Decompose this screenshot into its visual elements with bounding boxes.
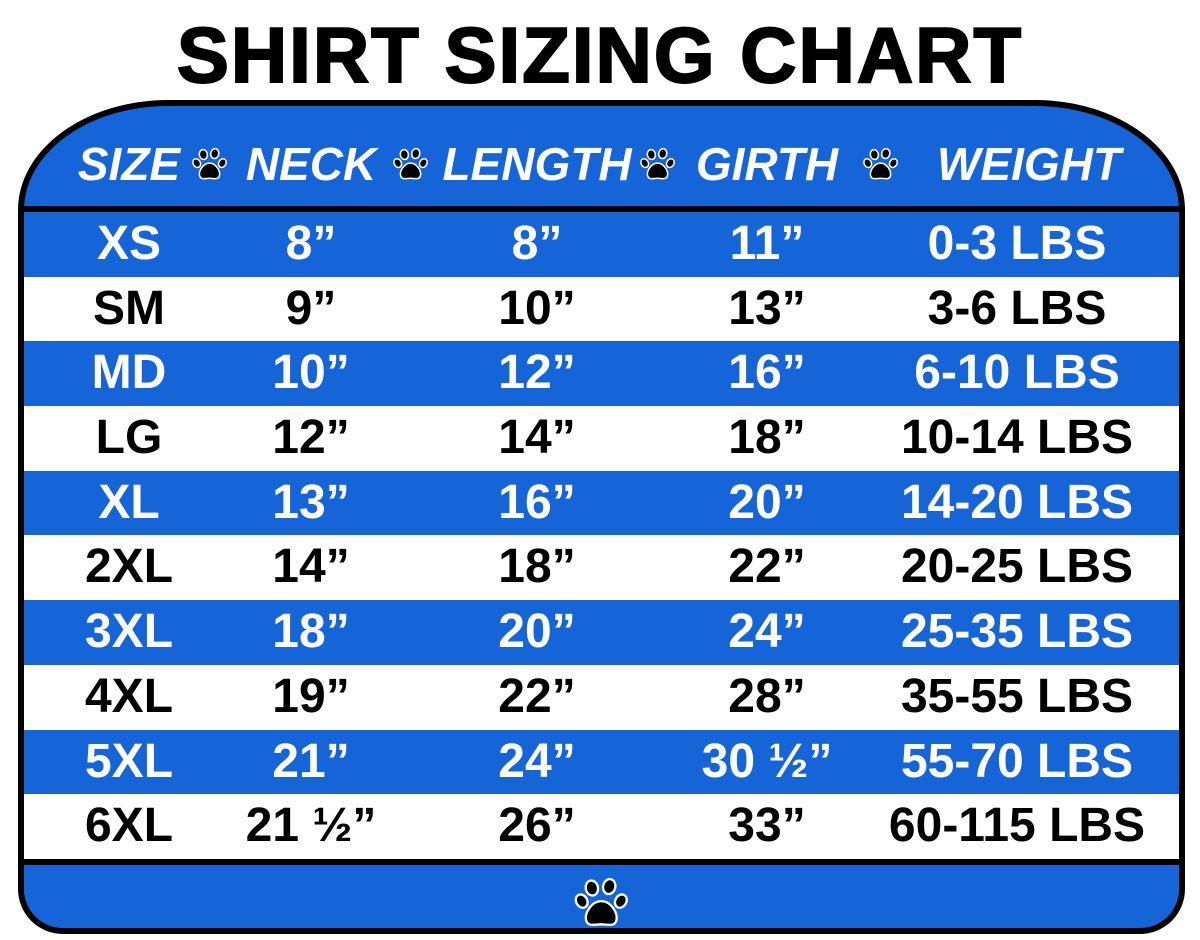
header-girth: GIRTH	[695, 138, 839, 190]
cell-size: XL	[98, 475, 160, 529]
table-header: SIZE NECK LENGTH GIRTH WEIGHT	[24, 106, 1179, 212]
cell-size: 3XL	[84, 605, 174, 659]
cell-weight: 6-10 LBS	[914, 346, 1120, 400]
cell-size: LG	[95, 411, 163, 465]
table-row: 5XL 21” 24” 30 ½” 55-70 LBS	[24, 729, 1179, 795]
paw-print-icon	[392, 147, 430, 180]
table-row: 3XL 18” 20” 24” 25-35 LBS	[24, 600, 1179, 665]
header-weight: WEIGHT	[937, 138, 1121, 190]
cell-neck: 9”	[285, 281, 337, 335]
chart-title: SHIRT SIZING CHART	[176, 10, 1024, 100]
table-row: XL 13” 16” 20” 14-20 LBS	[24, 470, 1179, 536]
cell-size: 2XL	[84, 540, 174, 594]
cell-length: 26”	[498, 799, 576, 853]
cell-neck: 10”	[272, 346, 350, 400]
cell-weight: 0-3 LBS	[927, 217, 1107, 270]
cell-girth: 13”	[728, 281, 806, 335]
cell-length: 24”	[498, 734, 576, 788]
cell-weight: 14-20 LBS	[900, 475, 1134, 529]
cell-length: 14”	[498, 411, 576, 465]
cell-size: 5XL	[84, 734, 174, 788]
table-row: XS 8” 8” 11” 0-3 LBS	[24, 212, 1179, 277]
paw-print-icon	[191, 147, 229, 180]
cell-weight: 10-14 LBS	[900, 411, 1134, 465]
paw-print-icon	[862, 147, 900, 180]
table-row: MD 10” 12” 16” 6-10 LBS	[24, 341, 1179, 407]
cell-length: 12”	[498, 346, 576, 400]
sizing-table: SIZE NECK LENGTH GIRTH WEIGHT XS 8” 8” 11” 0…	[18, 100, 1185, 934]
cell-neck: 12”	[272, 411, 350, 465]
cell-girth: 28”	[728, 669, 806, 723]
table-row: SM 9” 10” 13” 3-6 LBS	[24, 276, 1179, 342]
cell-neck: 14”	[272, 540, 350, 594]
header-neck: NECK	[245, 138, 377, 190]
cell-length: 10”	[498, 281, 576, 335]
cell-size: SM	[93, 281, 165, 335]
cell-girth: 30 ½”	[701, 734, 833, 788]
table-row: 4XL 19” 22” 28” 35-55 LBS	[24, 664, 1179, 730]
table-row: 2XL 14” 18” 22” 20-25 LBS	[24, 535, 1179, 601]
cell-neck: 18”	[272, 605, 350, 659]
table-row: 6XL 21 ½” 26” 33” 60-115 LBS	[24, 794, 1179, 859]
cell-girth: 33”	[728, 799, 806, 853]
cell-weight: 60-115 LBS	[888, 799, 1146, 853]
cell-length: 20”	[498, 605, 576, 659]
cell-size: 4XL	[84, 669, 174, 723]
cell-size: 6XL	[84, 799, 174, 853]
cell-length: 8”	[511, 217, 563, 270]
table-row: LG 12” 14” 18” 10-14 LBS	[24, 406, 1179, 471]
cell-girth: 11”	[729, 217, 805, 270]
cell-size: XS	[96, 217, 162, 270]
cell-length: 16”	[498, 475, 576, 529]
cell-neck: 21”	[272, 734, 350, 788]
cell-length: 22”	[498, 669, 576, 723]
cell-neck: 21 ½”	[245, 799, 377, 853]
paw-print-icon	[639, 147, 677, 180]
cell-weight: 35-55 LBS	[900, 669, 1134, 723]
cell-size: MD	[91, 346, 167, 400]
cell-weight: 55-70 LBS	[900, 734, 1134, 788]
cell-neck: 13”	[272, 475, 350, 529]
cell-girth: 16”	[728, 346, 806, 400]
cell-girth: 24”	[728, 605, 806, 659]
cell-neck: 8”	[285, 217, 337, 270]
table-footer	[24, 859, 1179, 928]
cell-girth: 20”	[728, 475, 806, 529]
cell-weight: 3-6 LBS	[927, 281, 1107, 335]
cell-length: 18”	[498, 540, 576, 594]
cell-girth: 18”	[728, 411, 806, 465]
header-length: LENGTH	[442, 138, 632, 190]
cell-neck: 19”	[272, 669, 350, 723]
cell-weight: 25-35 LBS	[900, 605, 1134, 659]
cell-weight: 20-25 LBS	[900, 540, 1134, 594]
table-body: XS 8” 8” 11” 0-3 LBS SM 9” 10” 13” 3-6 LBS MD 10” 12…	[24, 212, 1179, 859]
cell-girth: 22”	[728, 540, 806, 594]
paw-print-icon	[572, 876, 630, 927]
header-size: SIZE	[77, 138, 181, 190]
